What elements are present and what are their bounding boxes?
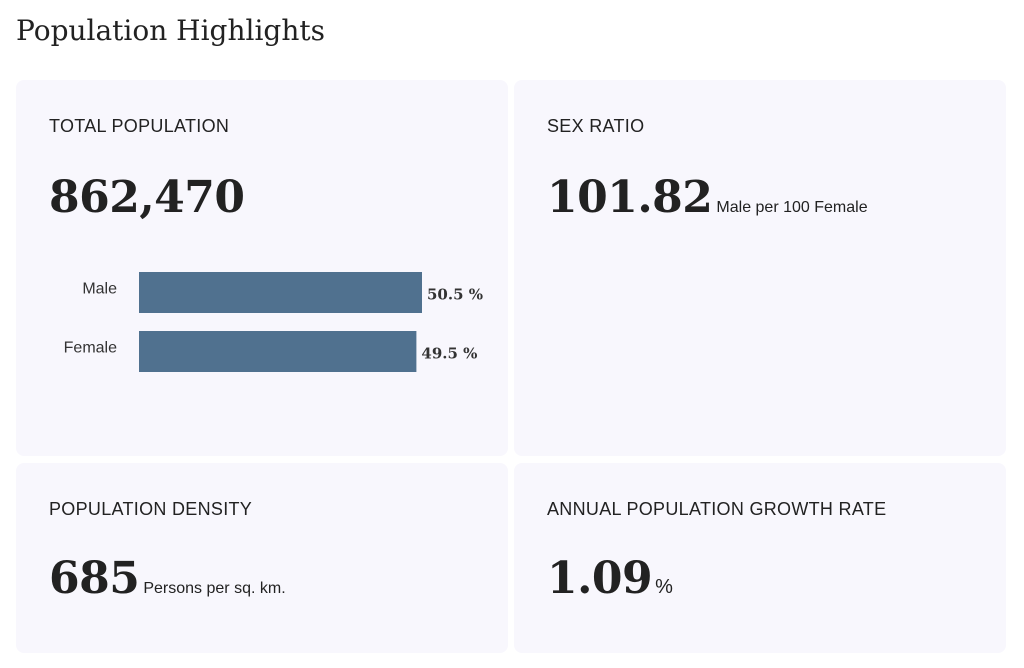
bar-category-label-male: Male <box>82 281 117 298</box>
total-population-label: TOTAL POPULATION <box>49 116 230 136</box>
growth-rate-label: ANNUAL POPULATION GROWTH RATE <box>547 499 887 519</box>
sex-ratio-value: 101.82 <box>547 172 713 223</box>
total-population-value-row: 862,470 <box>49 172 245 223</box>
growth-rate-value-row: 1.09 % <box>547 553 673 604</box>
bar-value-label-male: 50.5 % <box>427 286 483 304</box>
total-population-card: TOTAL POPULATION 862,470 Male 50.5 % Femal… <box>16 80 508 456</box>
total-population-value: 862,470 <box>49 172 245 223</box>
growth-rate-unit: % <box>655 576 673 598</box>
bar-value-label-female: 49.5 % <box>421 345 477 363</box>
bar-female <box>139 331 417 372</box>
bar-male <box>139 272 422 313</box>
sex-ratio-value-row: 101.82 Male per 100 Female <box>547 172 868 223</box>
growth-rate-card: ANNUAL POPULATION GROWTH RATE 1.09 % <box>514 463 1006 653</box>
population-density-value: 685 <box>49 553 140 604</box>
population-density-card: POPULATION DENSITY 685 Persons per sq. k… <box>16 463 508 653</box>
population-density-value-row: 685 Persons per sq. km. <box>49 553 286 604</box>
growth-rate-value: 1.09 <box>547 553 653 604</box>
bar-category-label-female: Female <box>64 340 117 357</box>
sex-ratio-card: SEX RATIO 101.82 Male per 100 Female <box>514 80 1006 456</box>
page-title: Population Highlights <box>16 14 325 47</box>
gender-bar-chart: Male 50.5 % Female 49.5 % <box>64 272 483 372</box>
population-density-label: POPULATION DENSITY <box>49 499 253 519</box>
population-density-unit: Persons per sq. km. <box>143 580 286 597</box>
sex-ratio-label: SEX RATIO <box>547 116 645 136</box>
sex-ratio-unit: Male per 100 Female <box>716 199 868 216</box>
